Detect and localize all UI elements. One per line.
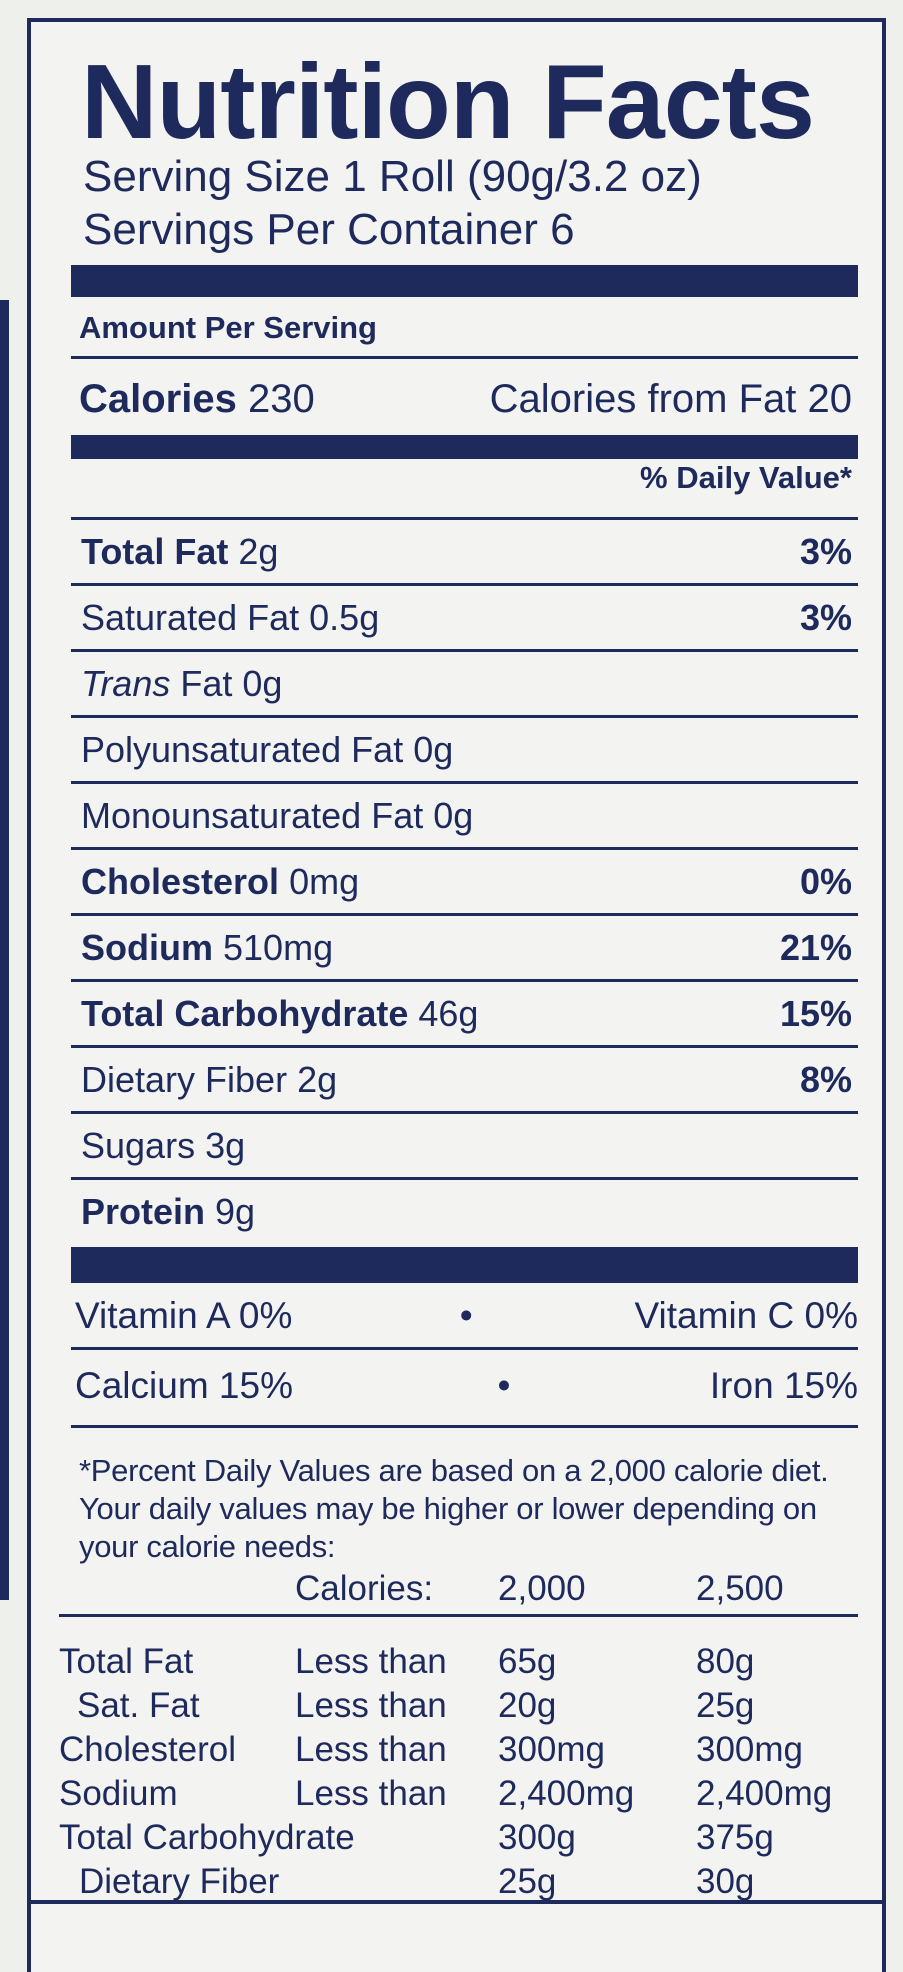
divider bbox=[71, 356, 858, 359]
table-row: Total Fat Less than 65g 80g bbox=[59, 1642, 755, 1681]
mineral-row: Calcium 15% • Iron 15% bbox=[75, 1365, 858, 1406]
table-row: Sodium Less than 2,400mg 2,400mg bbox=[59, 1774, 833, 1813]
vitamin-row: Vitamin A 0% • Vitamin C 0% bbox=[75, 1295, 858, 1336]
calories-value: 230 bbox=[247, 377, 315, 421]
nutrient-row-sugars: Sugars 3g bbox=[71, 1114, 858, 1180]
nutrient-row-monounsaturated-fat: Monounsaturated Fat 0g bbox=[71, 784, 858, 850]
footnote: *Percent Daily Values are based on a 2,0… bbox=[79, 1453, 829, 1564]
nutrient-row-total-fat: Total Fat 2g 3% bbox=[71, 520, 858, 586]
nutrient-row-total-carbohydrate: Total Carbohydrate 46g 15% bbox=[71, 982, 858, 1048]
package-edge bbox=[0, 300, 9, 1600]
medium-divider bbox=[71, 435, 858, 459]
calories-from-fat: Calories from Fat 20 bbox=[489, 377, 852, 421]
nutrient-row-saturated-fat: Saturated Fat 0.5g 3% bbox=[71, 586, 858, 652]
bottom-divider bbox=[31, 1900, 882, 1904]
amount-per-serving: Amount Per Serving bbox=[79, 310, 377, 345]
divider bbox=[71, 1425, 858, 1428]
table-row: Cholesterol Less than 300mg 300mg bbox=[59, 1730, 804, 1769]
reference-table: Total Fat Less than 65g 80g Sat. Fat Less th… bbox=[59, 1640, 858, 1904]
daily-value-header: % Daily Value* bbox=[640, 460, 852, 495]
divider bbox=[71, 1347, 858, 1350]
serving-size: Serving Size 1 Roll (90g/3.2 oz) bbox=[83, 152, 702, 201]
reference-table-header: Calories: 2,000 2,500 bbox=[295, 1569, 784, 1608]
nutrient-row-dietary-fiber: Dietary Fiber 2g 8% bbox=[71, 1048, 858, 1114]
servings-per-container: Servings Per Container 6 bbox=[83, 205, 575, 254]
nutrient-row-polyunsaturated-fat: Polyunsaturated Fat 0g bbox=[71, 718, 858, 784]
table-row: Total Carbohydrate 300g 375g bbox=[59, 1818, 774, 1857]
label-title: Nutrition Facts bbox=[81, 43, 815, 161]
divider bbox=[71, 517, 858, 520]
divider bbox=[59, 1614, 858, 1617]
nutrient-row-protein: Protein 9g bbox=[81, 1190, 256, 1232]
calories-row: Calories 230 Calories from Fat 20 bbox=[71, 377, 858, 422]
thick-divider bbox=[71, 1247, 858, 1283]
table-row: Sat. Fat Less than 20g 25g bbox=[77, 1686, 755, 1725]
calories-label: Calories bbox=[79, 377, 237, 421]
nutrient-row-trans-fat: Trans Fat 0g bbox=[71, 652, 858, 718]
table-row: Dietary Fiber 25g 30g bbox=[79, 1862, 755, 1901]
nutrient-list: Total Fat 2g 3% Saturated Fat 0.5g 3% Tran… bbox=[71, 520, 858, 1243]
nutrient-row-cholesterol: Cholesterol 0mg 0% bbox=[71, 850, 858, 916]
nutrient-row-sodium: Sodium 510mg 21% bbox=[71, 916, 858, 982]
nutrition-facts-panel: Nutrition Facts Serving Size 1 Roll (90g… bbox=[27, 18, 886, 1972]
thick-divider bbox=[71, 265, 858, 297]
